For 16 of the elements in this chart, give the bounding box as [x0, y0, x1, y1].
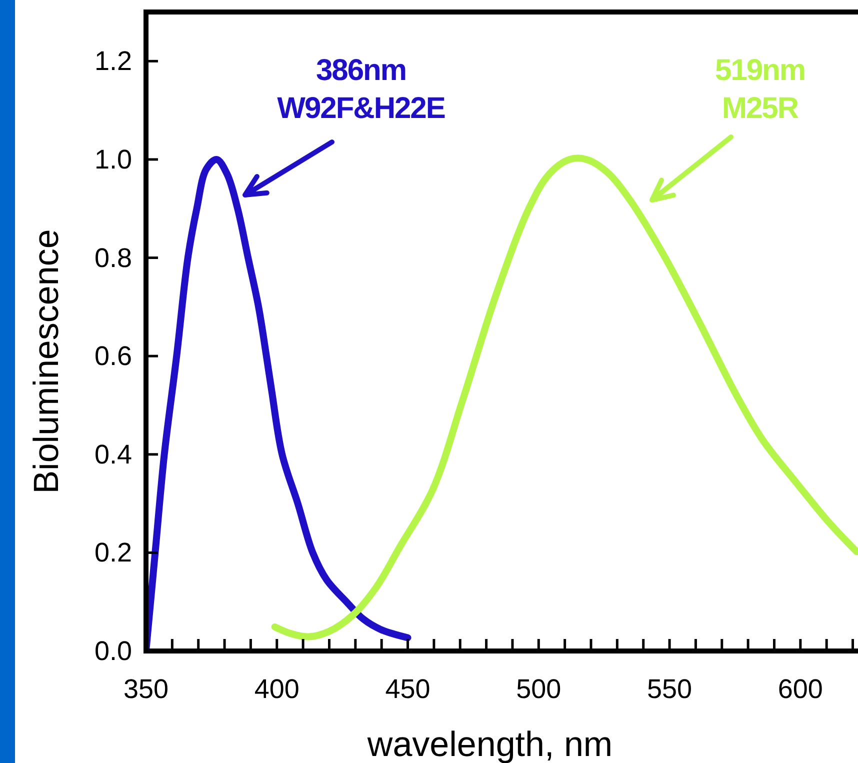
y-tick-label: 0.2 — [94, 538, 132, 568]
y-tick-label: 1.0 — [94, 144, 132, 174]
x-tick-label: 400 — [254, 674, 300, 704]
annotation: 519nm M25R — [714, 54, 806, 125]
y-tick-label: 0.0 — [94, 636, 132, 666]
y-tick-label: 0.8 — [94, 242, 132, 273]
x-tick-label: 550 — [647, 674, 692, 704]
y-tick-label: 0.4 — [94, 439, 132, 470]
y-axis-title: Bioluminescence — [27, 229, 66, 494]
x-tick-label: 350 — [123, 674, 169, 704]
x-tick-label: 600 — [778, 674, 823, 704]
y-tick-label: 1.2 — [94, 46, 132, 76]
x-tick-label: 450 — [385, 674, 430, 704]
annotation: 386nm W92F&H22E — [277, 54, 445, 125]
y-tick-label: 0.6 — [94, 341, 132, 372]
x-tick-label: 500 — [516, 674, 562, 704]
